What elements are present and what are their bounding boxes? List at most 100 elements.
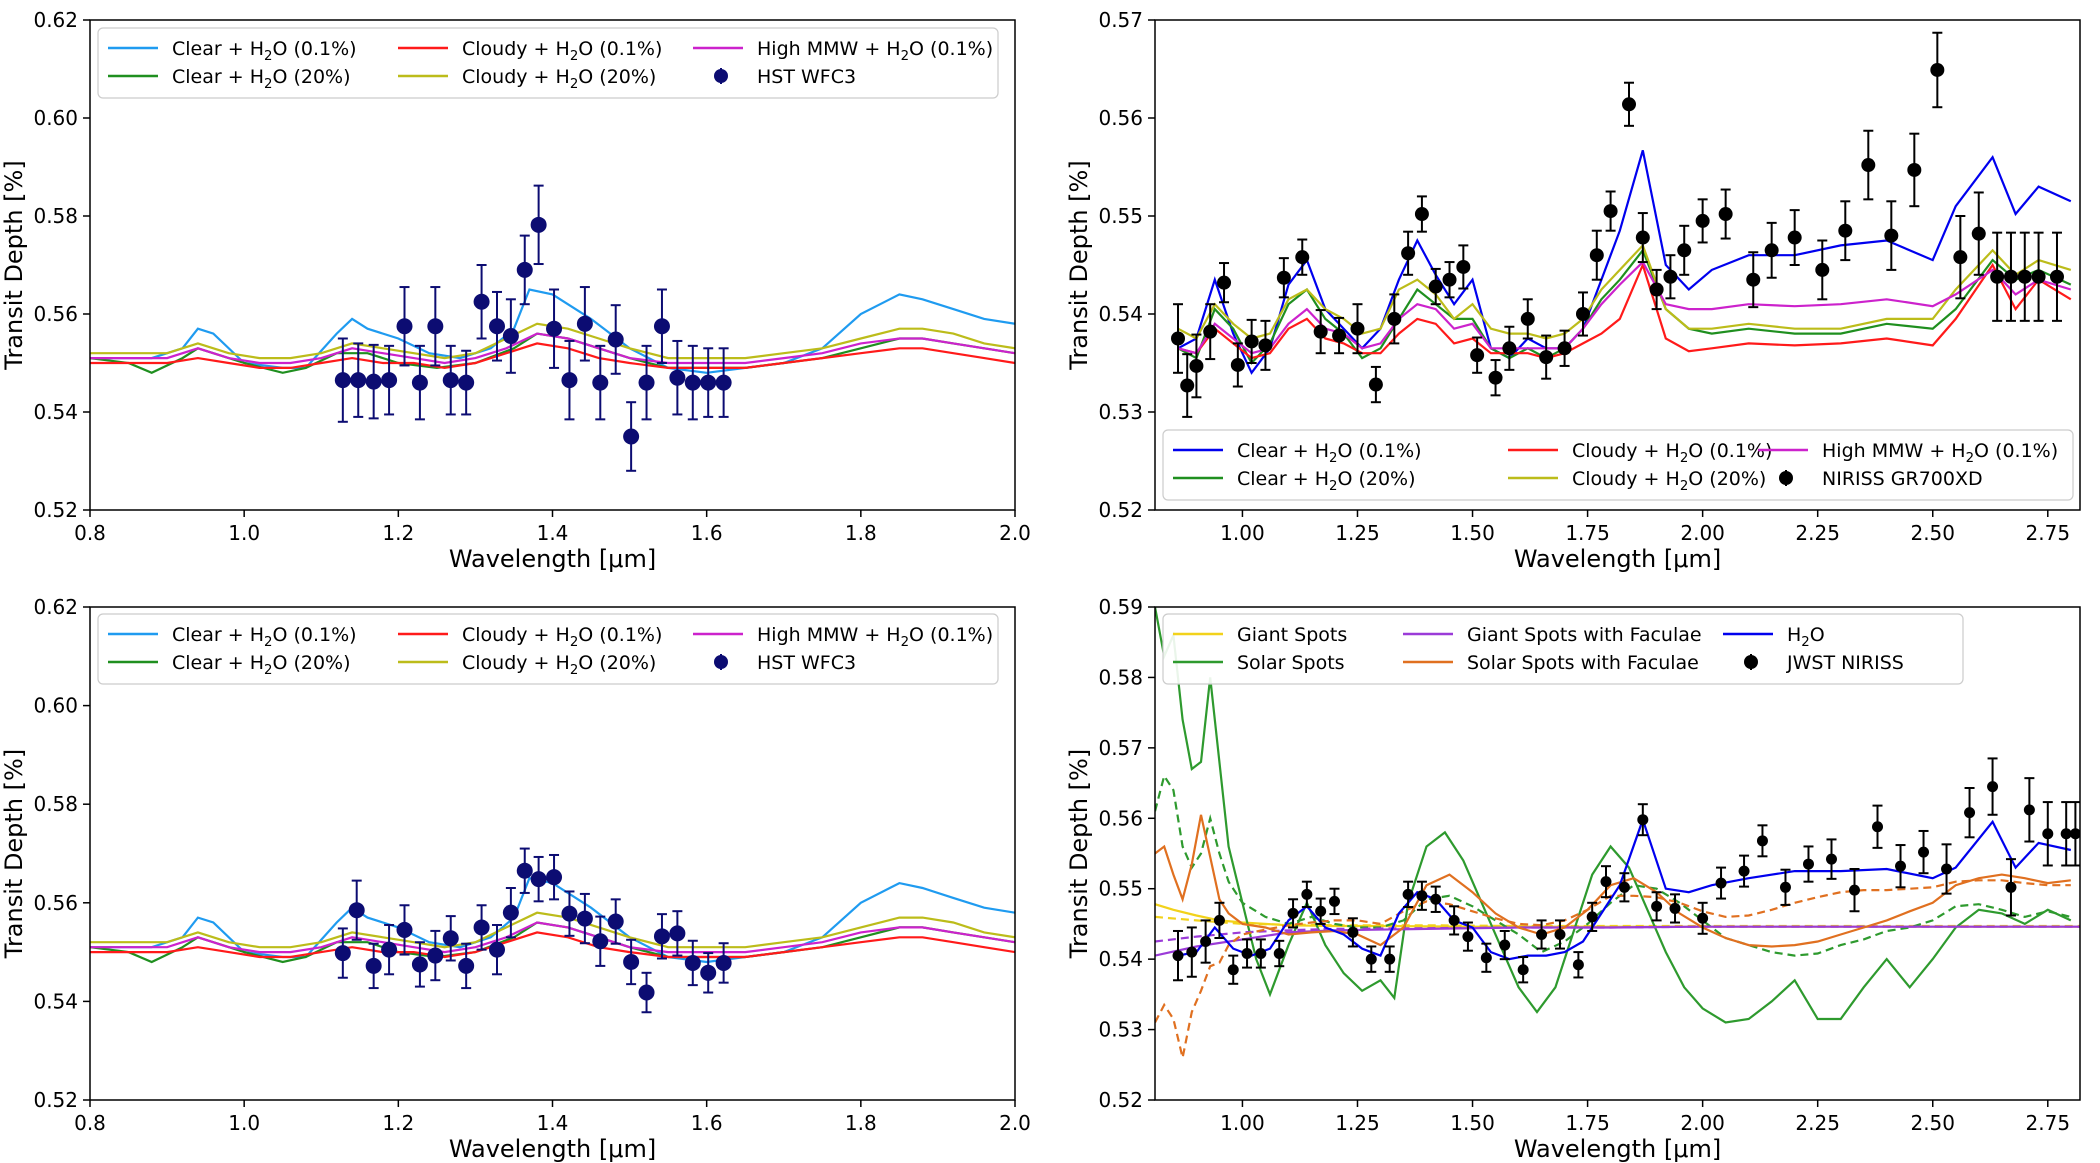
data-point xyxy=(1332,316,1347,355)
marker xyxy=(1180,378,1195,393)
legend-item: Cloudy + H2O (20%) xyxy=(398,652,656,678)
marker xyxy=(2042,828,2054,840)
y-tick-label: 0.54 xyxy=(33,400,78,424)
marker xyxy=(638,374,655,391)
legend-item: Solar Spots xyxy=(1173,652,1345,674)
y-axis-label: Transit Depth [%] xyxy=(0,749,28,959)
data-point xyxy=(715,942,732,984)
series-line-solar-spots-with-faculae xyxy=(1155,814,2071,948)
marker xyxy=(1387,311,1402,326)
x-axis-label: Wavelength [μm] xyxy=(1514,545,1721,573)
data-point xyxy=(1635,212,1650,264)
x-tick-label: 1.6 xyxy=(691,1111,723,1135)
marker xyxy=(576,315,593,332)
legend-label: HST WFC3 xyxy=(757,652,856,674)
y-tick-label: 0.55 xyxy=(1098,877,1143,901)
marker xyxy=(1618,881,1630,893)
marker xyxy=(1600,876,1612,888)
chart-panel-4: 1.00 1.25 1.50 1.75 2.00 2.25 2.50 2.75 0.52 0.53… xyxy=(1065,595,2081,1163)
data-point xyxy=(334,927,351,979)
legend-label: High MMW + H2O (0.1%) xyxy=(757,38,993,64)
data-point xyxy=(1802,845,1814,883)
legend-item: Giant Spots xyxy=(1173,624,1347,646)
x-tick-label: 2.00 xyxy=(1680,521,1725,545)
marker xyxy=(1572,959,1584,971)
x-tick-label: 2.50 xyxy=(1910,1111,1955,1135)
marker xyxy=(530,216,547,233)
legend-label: Cloudy + H2O (20%) xyxy=(462,652,656,678)
marker xyxy=(473,293,490,310)
marker xyxy=(607,913,624,930)
data-point xyxy=(1416,880,1428,911)
marker xyxy=(592,374,609,391)
marker xyxy=(1746,272,1761,287)
y-tick-label: 0.57 xyxy=(1098,8,1143,32)
data-point xyxy=(1217,262,1232,304)
marker xyxy=(1918,846,1930,858)
y-tick-label: 0.52 xyxy=(1098,498,1143,522)
data-point xyxy=(1244,318,1259,364)
data-point xyxy=(396,904,413,956)
data-point xyxy=(1502,325,1517,371)
marker xyxy=(502,328,519,345)
series-line-cloudy-h2o-0-1- xyxy=(90,931,1015,959)
marker xyxy=(1200,936,1212,948)
data-point xyxy=(1838,200,1853,262)
data-point xyxy=(473,904,490,951)
marker xyxy=(1677,243,1692,258)
legend-label: Clear + H2O (20%) xyxy=(1237,468,1416,494)
y-tick-label: 0.52 xyxy=(33,498,78,522)
data-point xyxy=(1384,945,1396,973)
marker xyxy=(1990,269,2005,284)
plot-area xyxy=(90,184,1015,472)
data-point xyxy=(1301,880,1313,909)
data-point xyxy=(1203,303,1218,361)
data-point xyxy=(561,890,578,937)
marker xyxy=(489,318,505,335)
data-point xyxy=(1651,891,1663,922)
marker xyxy=(1669,902,1681,914)
marker xyxy=(1849,884,1861,896)
marker xyxy=(1586,911,1598,923)
marker xyxy=(1861,158,1876,173)
data-point xyxy=(669,910,686,957)
data-point xyxy=(1637,803,1649,837)
marker xyxy=(1499,939,1511,951)
data-point xyxy=(1430,885,1442,913)
legend-label: JWST NIRISS xyxy=(1786,652,1904,674)
legend-item: Clear + H2O (0.1%) xyxy=(108,624,357,650)
marker xyxy=(1718,207,1733,222)
data-point xyxy=(1586,901,1598,932)
data-point xyxy=(2060,801,2072,867)
y-tick-label: 0.56 xyxy=(1098,106,1143,130)
legend-label: Cloudy + H2O (0.1%) xyxy=(462,624,662,650)
marker xyxy=(1276,270,1291,285)
x-tick-label: 1.75 xyxy=(1565,521,1610,545)
series-line-cloudy-h2o-0-1- xyxy=(1177,261,2072,360)
marker xyxy=(1448,914,1460,926)
data-point xyxy=(348,879,365,941)
y-tick-label: 0.57 xyxy=(1098,736,1143,760)
legend-item: Clear + H2O (20%) xyxy=(1173,468,1416,494)
marker xyxy=(546,869,563,886)
data-point xyxy=(1589,229,1604,281)
series-line-high-mmw-h2o-0-1- xyxy=(90,921,1015,954)
marker xyxy=(1217,275,1232,290)
y-tick-label: 0.62 xyxy=(33,8,78,32)
marker xyxy=(1838,223,1853,238)
marker xyxy=(1779,881,1791,893)
data-point xyxy=(576,892,593,945)
y-tick-label: 0.56 xyxy=(1098,806,1143,830)
marker xyxy=(1575,307,1590,321)
y-tick-label: 0.58 xyxy=(33,792,78,816)
y-tick-label: 0.62 xyxy=(33,595,78,619)
series-line-solar-spots-dashed xyxy=(1155,773,2072,957)
data-point xyxy=(427,286,444,367)
series-line-solar-spots xyxy=(1155,607,2072,1024)
data-point xyxy=(1539,334,1554,380)
legend-marker xyxy=(1744,655,1758,669)
marker xyxy=(1825,853,1837,865)
data-point xyxy=(365,343,382,420)
legend-marker xyxy=(1779,471,1793,485)
y-tick-label: 0.55 xyxy=(1098,204,1143,228)
